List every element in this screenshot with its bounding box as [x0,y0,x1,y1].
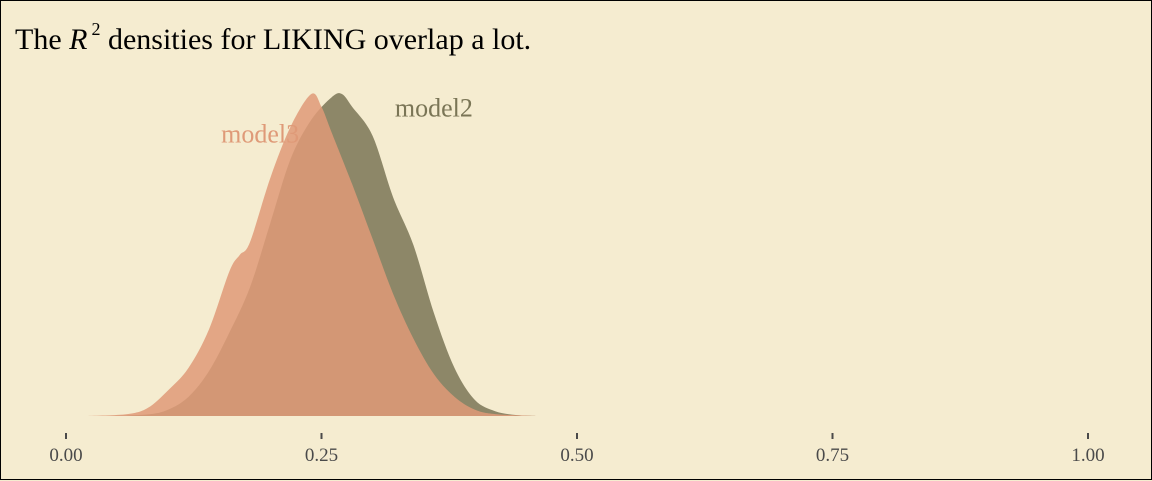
title-symbol: R [68,23,87,56]
title-suffix: densities for LIKING overlap a lot. [100,23,531,56]
title-prefix: The [15,23,69,56]
x-tick-label: 0.75 [816,445,849,466]
x-axis: 0.00 0.25 0.50 0.75 1.00 [49,433,1105,466]
title-superscript: 2 [91,19,100,39]
density-areas [86,93,537,417]
x-tick-label: 0.25 [305,445,338,466]
x-tick-label: 0.50 [560,445,593,466]
x-tick-label: 1.00 [1071,445,1104,466]
series-label-model3: model3 [221,119,299,148]
series-labels: model2 model3 [221,94,473,149]
series-label-model2: model2 [395,94,473,123]
density-area-model3 [86,93,537,417]
x-tick-label: 0.00 [49,445,82,466]
